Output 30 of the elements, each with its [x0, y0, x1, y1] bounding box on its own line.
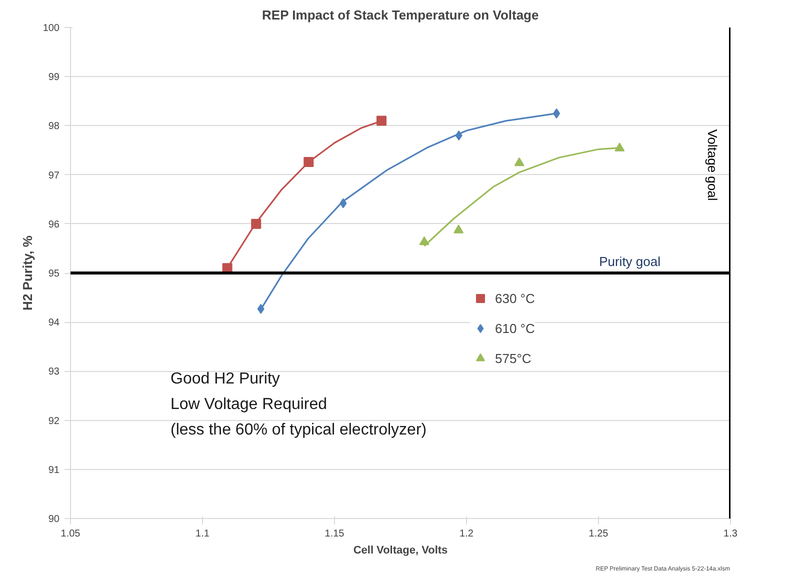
y-tick-label: 92: [48, 416, 60, 427]
y-tick-label: 96: [48, 219, 60, 230]
legend-label: 630 °C: [495, 290, 535, 306]
y-tick-label: 90: [48, 514, 60, 525]
point: [376, 116, 386, 126]
y-tick-label: 98: [48, 121, 60, 132]
x-tick-label: 1.3: [724, 528, 738, 540]
point: [454, 224, 464, 234]
ref-line-label: Purity goal: [599, 254, 661, 269]
legend-label: 575°C: [495, 350, 532, 366]
y-tick-label: 100: [42, 23, 60, 34]
x-axis-title: Cell Voltage, Volts: [353, 544, 448, 556]
y-tick-label: 97: [48, 170, 60, 182]
x-tick-label: 1.2: [460, 528, 474, 540]
chart-title: REP Impact of Stack Temperature on Voltage: [262, 8, 539, 22]
x-tick-label: 1.05: [60, 528, 81, 540]
x-tick-label: 1.1: [196, 528, 210, 540]
point: [614, 142, 625, 152]
x-tick-label: 1.15: [324, 528, 345, 540]
point: [514, 157, 524, 166]
y-tick-label: 93: [48, 366, 60, 378]
ref-line-label: Voltage goal: [705, 129, 720, 201]
y-tick-label: 99: [48, 72, 60, 84]
x-tick-label: 1.25: [588, 528, 609, 540]
legend-label: 610 °C: [495, 320, 535, 336]
y-tick-label: 91: [48, 464, 60, 476]
y-tick-label: 95: [48, 268, 60, 280]
y-tick-label: 94: [48, 318, 60, 329]
y-axis-title: H2 Purity, %: [20, 235, 35, 310]
annotation: Good H2 Purity Low Voltage Required (less the 60% of typical electrolyzer): [170, 370, 427, 438]
